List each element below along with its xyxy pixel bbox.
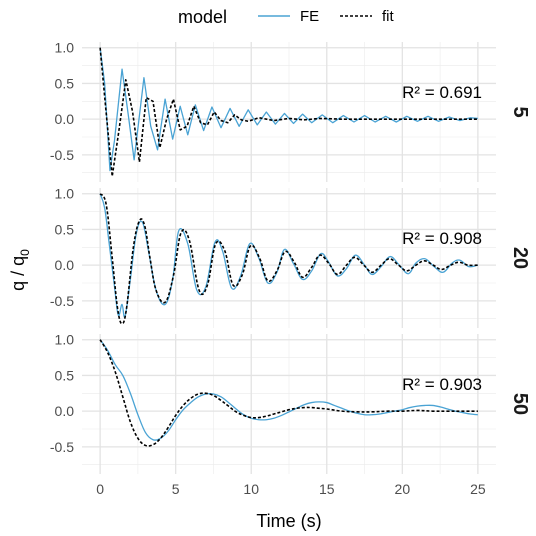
- y-tick-label: 0.5: [55, 221, 75, 237]
- y-tick-label: 0.5: [55, 75, 75, 91]
- y-tick-label: 1.0: [55, 332, 75, 348]
- y-axis-title-main: q / q: [8, 256, 28, 291]
- x-tick-label: 20: [395, 481, 411, 497]
- y-tick-label: 1.0: [55, 186, 75, 202]
- x-axis-title: Time (s): [256, 511, 321, 531]
- x-tick-label: 25: [470, 481, 486, 497]
- legend: model FE fit: [178, 7, 395, 27]
- x-tick-label: 0: [96, 481, 104, 497]
- facet-strip-label: 50: [509, 393, 531, 415]
- facet-strip-label: 5: [509, 106, 531, 117]
- series-line-fit: [99, 47, 478, 178]
- panels: 1.0 0.5 0.0 -0.5 R² = 0.691 5 1.0 0.5 0.0 -0.5 R² …: [50, 40, 531, 474]
- x-tick-label: 15: [319, 481, 335, 497]
- y-tick-label: 0.0: [55, 403, 75, 419]
- panel-50: 1.0 0.5 0.0 -0.5 R² = 0.903 50: [50, 332, 531, 474]
- r-squared-label: R² = 0.691: [402, 83, 482, 102]
- y-tick-label: 0.0: [55, 111, 75, 127]
- legend-title: model: [178, 7, 227, 27]
- panel-5: 1.0 0.5 0.0 -0.5 R² = 0.691 5: [50, 40, 531, 182]
- series-line-fit: [99, 193, 478, 325]
- panel-20: 1.0 0.5 0.0 -0.5 R² = 0.908 20: [50, 186, 531, 328]
- y-tick-label: -0.5: [50, 439, 74, 455]
- legend-label-fit: fit: [382, 8, 395, 25]
- x-axis-ticks: 0 5 10 15 20 25: [96, 481, 486, 497]
- r-squared-label: R² = 0.903: [402, 375, 482, 394]
- y-tick-label: -0.5: [50, 147, 74, 163]
- x-tick-label: 10: [243, 481, 259, 497]
- y-tick-label: -0.5: [50, 293, 74, 309]
- y-tick-label: 1.0: [55, 40, 75, 56]
- legend-label-fe: FE: [300, 8, 319, 25]
- series-line-fit: [99, 339, 478, 447]
- y-axis-title-subscript: 0: [18, 249, 32, 256]
- y-axis-title: q / q0: [8, 249, 32, 291]
- y-tick-label: 0.5: [55, 367, 75, 383]
- y-tick-label: 0.0: [55, 257, 75, 273]
- r-squared-label: R² = 0.908: [402, 229, 482, 248]
- svg-text:q / q0: q / q0: [8, 249, 32, 291]
- x-tick-label: 5: [172, 481, 180, 497]
- facet-strip-label: 20: [509, 247, 531, 269]
